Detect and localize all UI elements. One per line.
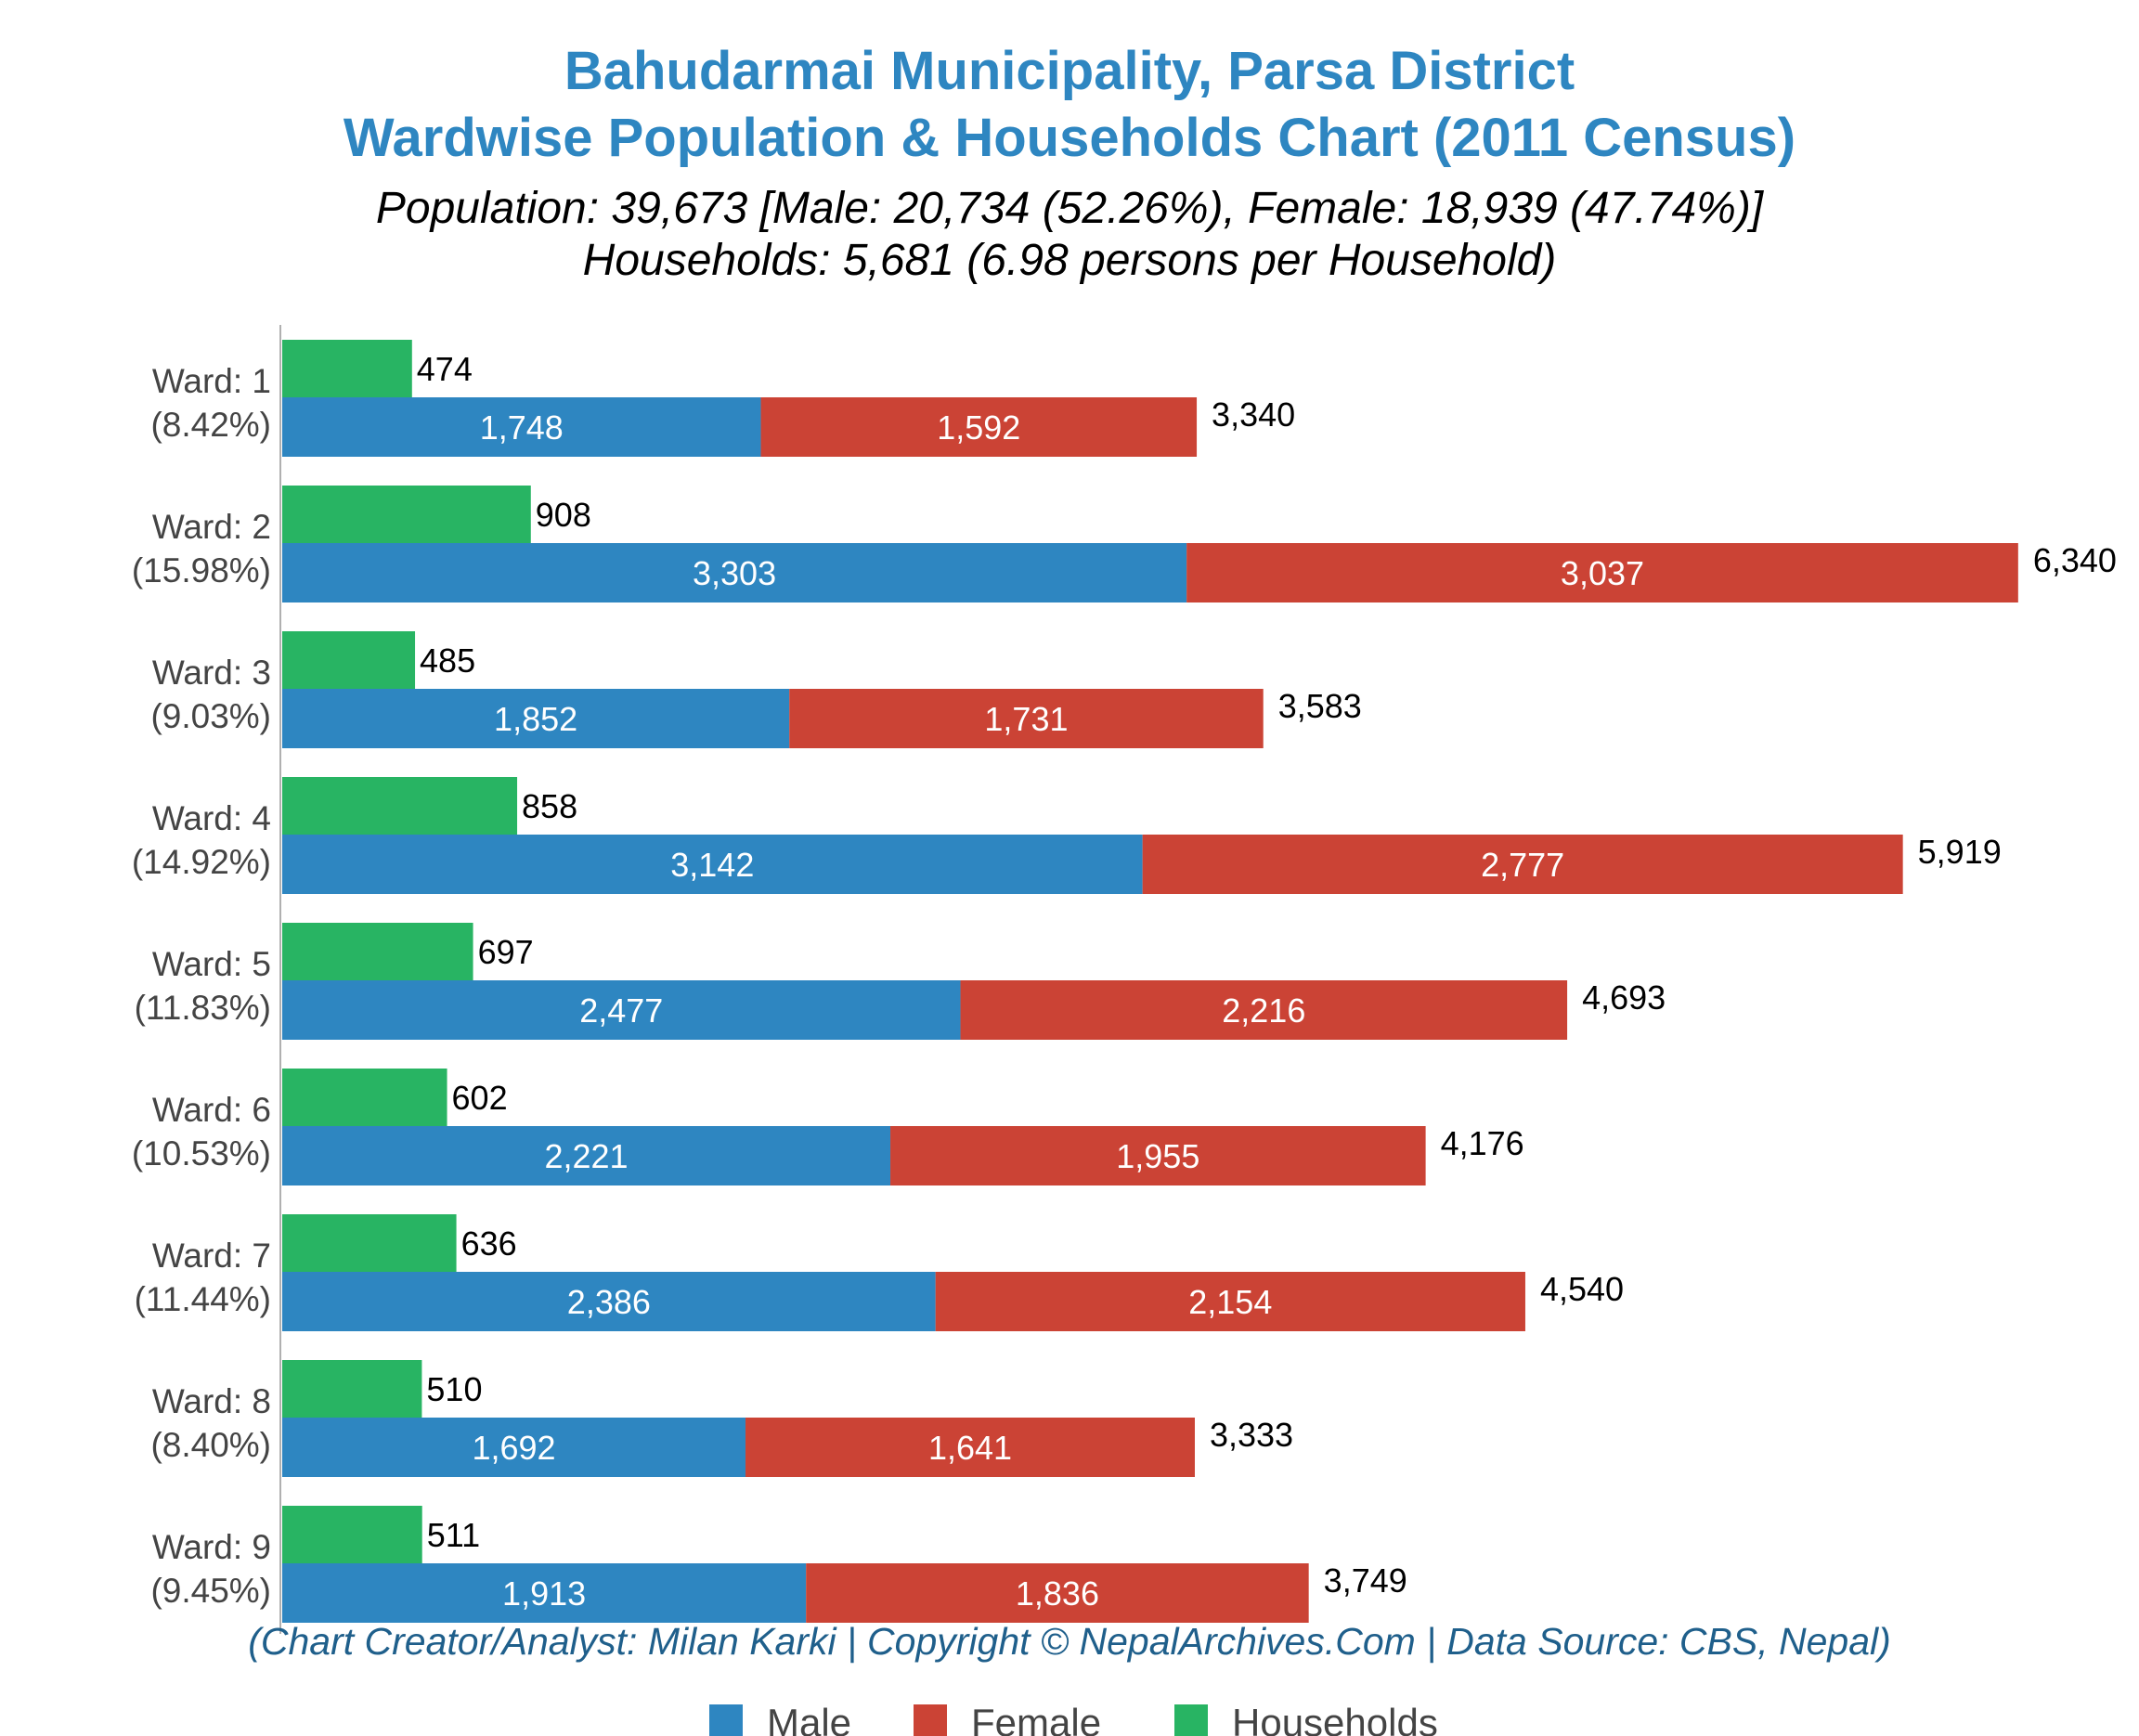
- male-bar: [282, 1126, 891, 1185]
- male-value-label: 3,303: [693, 554, 776, 592]
- ward-share-label: (14.92%): [132, 843, 271, 881]
- legend-label-households: Households: [1232, 1701, 1438, 1736]
- female-value-label: 1,955: [1116, 1137, 1199, 1175]
- legend: Male Female Households: [709, 1701, 1438, 1736]
- households-bar: [282, 1360, 422, 1418]
- male-value-label: 1,852: [494, 700, 577, 738]
- households-bar: [282, 486, 531, 543]
- households-value-label: 511: [427, 1516, 480, 1554]
- male-value-label: 3,142: [670, 846, 754, 884]
- ward-label: Ward: 1: [152, 362, 271, 400]
- households-value-label: 697: [478, 933, 534, 971]
- ward-label: Ward: 7: [152, 1237, 271, 1275]
- male-bar: [282, 835, 1143, 894]
- total-value-label: 3,749: [1324, 1561, 1407, 1600]
- male-value-label: 1,913: [502, 1574, 586, 1613]
- legend-label-male: Male: [767, 1701, 851, 1736]
- female-bar: [1186, 543, 2018, 602]
- female-value-label: 2,216: [1222, 991, 1305, 1030]
- male-bar: [282, 1418, 746, 1477]
- households-bar: [282, 631, 416, 689]
- male-value-label: 1,692: [472, 1429, 555, 1467]
- female-bar: [745, 1418, 1195, 1477]
- ward-label: Ward: 8: [152, 1382, 271, 1420]
- male-value-label: 2,221: [544, 1137, 628, 1175]
- female-value-label: 1,592: [937, 408, 1020, 447]
- legend-label-female: Female: [971, 1701, 1101, 1736]
- total-value-label: 3,583: [1278, 687, 1362, 725]
- households-value-label: 474: [417, 350, 473, 388]
- ward-share-label: (8.42%): [150, 406, 271, 444]
- female-value-label: 3,037: [1561, 554, 1644, 592]
- female-bar: [760, 397, 1198, 457]
- male-value-label: 1,748: [480, 408, 564, 447]
- total-value-label: 5,919: [1918, 833, 2002, 871]
- ward-share-label: (15.98%): [132, 551, 271, 589]
- male-bar: [282, 689, 790, 748]
- male-value-label: 2,477: [579, 991, 663, 1030]
- ward-label: Ward: 2: [152, 508, 271, 546]
- legend-swatch-male: [709, 1704, 743, 1736]
- female-value-label: 2,777: [1481, 846, 1564, 884]
- male-bar: [282, 397, 761, 457]
- female-bar: [960, 980, 1568, 1040]
- total-value-label: 6,340: [2033, 541, 2117, 579]
- total-value-label: 3,333: [1210, 1416, 1293, 1454]
- total-value-label: 4,176: [1441, 1124, 1524, 1162]
- chart-subtitle-line-2: Households: 5,681 (6.98 persons per Hous…: [583, 236, 1557, 285]
- female-bar: [1142, 835, 1903, 894]
- households-value-label: 636: [461, 1224, 517, 1263]
- ward-share-label: (8.40%): [150, 1426, 271, 1464]
- female-value-label: 1,836: [1016, 1574, 1099, 1613]
- female-bar: [806, 1563, 1309, 1623]
- male-bar: [282, 543, 1187, 602]
- households-value-label: 602: [452, 1079, 508, 1117]
- male-bar: [282, 980, 961, 1040]
- chart-credit: (Chart Creator/Analyst: Milan Karki | Co…: [248, 1620, 1891, 1663]
- chart-title-line-1: Bahudarmai Municipality, Parsa District: [564, 41, 1575, 101]
- households-bar: [282, 1069, 447, 1126]
- households-value-label: 510: [426, 1370, 482, 1408]
- female-value-label: 2,154: [1188, 1283, 1272, 1321]
- ward-label: Ward: 4: [152, 799, 271, 837]
- households-bar: [282, 340, 412, 397]
- households-value-label: 858: [522, 787, 577, 825]
- male-bar: [282, 1272, 936, 1331]
- households-bar: [282, 1506, 422, 1563]
- total-value-label: 4,693: [1582, 978, 1666, 1017]
- legend-swatch-female: [914, 1704, 947, 1736]
- ward-share-label: (11.83%): [135, 989, 271, 1027]
- chart-title-line-2: Wardwise Population & Households Chart (…: [344, 108, 1795, 168]
- ward-label: Ward: 3: [152, 654, 271, 692]
- female-value-label: 1,641: [928, 1429, 1012, 1467]
- ward-share-label: (10.53%): [132, 1134, 271, 1172]
- households-bar: [282, 777, 518, 835]
- ward-label: Ward: 9: [152, 1528, 271, 1566]
- male-bar: [282, 1563, 807, 1623]
- households-value-label: 908: [536, 496, 591, 534]
- ward-label: Ward: 5: [152, 945, 271, 983]
- households-value-label: 485: [420, 641, 475, 680]
- total-value-label: 3,340: [1212, 395, 1295, 434]
- ward-share-label: (9.45%): [150, 1572, 271, 1610]
- ward-share-label: (11.44%): [135, 1280, 271, 1318]
- female-value-label: 1,731: [984, 700, 1068, 738]
- households-bar: [282, 1214, 457, 1272]
- legend-swatch-households: [1174, 1704, 1208, 1736]
- male-value-label: 2,386: [567, 1283, 651, 1321]
- female-bar: [890, 1126, 1426, 1185]
- female-bar: [789, 689, 1264, 748]
- total-value-label: 4,540: [1540, 1270, 1624, 1308]
- chart-subtitle-line-1: Population: 39,673 [Male: 20,734 (52.26%…: [376, 184, 1765, 233]
- households-bar: [282, 923, 473, 980]
- ward-share-label: (9.03%): [150, 697, 271, 735]
- female-bar: [935, 1272, 1525, 1331]
- ward-label: Ward: 6: [152, 1091, 271, 1129]
